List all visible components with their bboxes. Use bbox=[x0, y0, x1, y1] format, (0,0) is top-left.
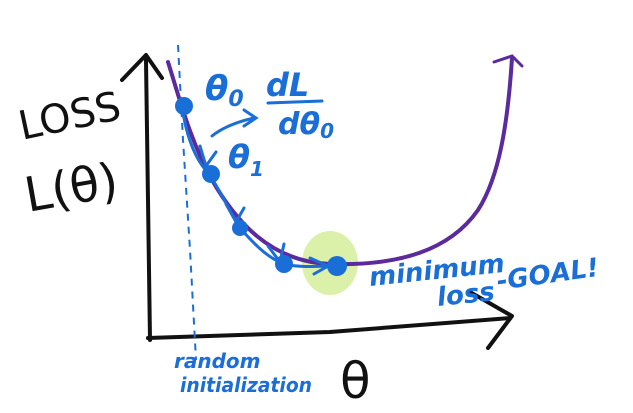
loss-curve-end-tick bbox=[492, 54, 524, 68]
theta1-label: θ1 bbox=[228, 138, 264, 181]
iteration-point-theta1 bbox=[202, 165, 220, 183]
gradient-arrowhead bbox=[242, 108, 259, 128]
initialization-dashed-line bbox=[177, 44, 197, 361]
y-axis-arrowhead bbox=[120, 53, 164, 82]
gradient-denominator: dθ0 bbox=[278, 107, 334, 143]
x-axis bbox=[146, 316, 512, 340]
iteration-point-2 bbox=[232, 220, 248, 236]
random-label: random bbox=[174, 349, 261, 373]
goal-label: -GOAL! bbox=[495, 253, 601, 297]
x-axis-arrowhead bbox=[468, 290, 514, 350]
initialization-label: initialization bbox=[180, 373, 312, 397]
y-axis-label-loss: LOSS bbox=[15, 83, 125, 149]
gradient-fraction-bar bbox=[266, 99, 324, 105]
gradient-arrow bbox=[210, 116, 256, 138]
iteration-point-3 bbox=[275, 255, 293, 273]
iteration-point-theta0 bbox=[175, 97, 193, 115]
y-axis-label-l-theta: L(θ) bbox=[20, 152, 122, 223]
gradient-numerator: dL bbox=[266, 66, 309, 104]
y-axis bbox=[144, 58, 152, 342]
descent-arrowhead-1 bbox=[198, 144, 218, 170]
theta0-label: θ0 bbox=[205, 69, 244, 112]
x-axis-label-theta: θ bbox=[340, 352, 371, 410]
loss-label: loss bbox=[436, 277, 497, 313]
iteration-point-minimum bbox=[327, 256, 347, 276]
